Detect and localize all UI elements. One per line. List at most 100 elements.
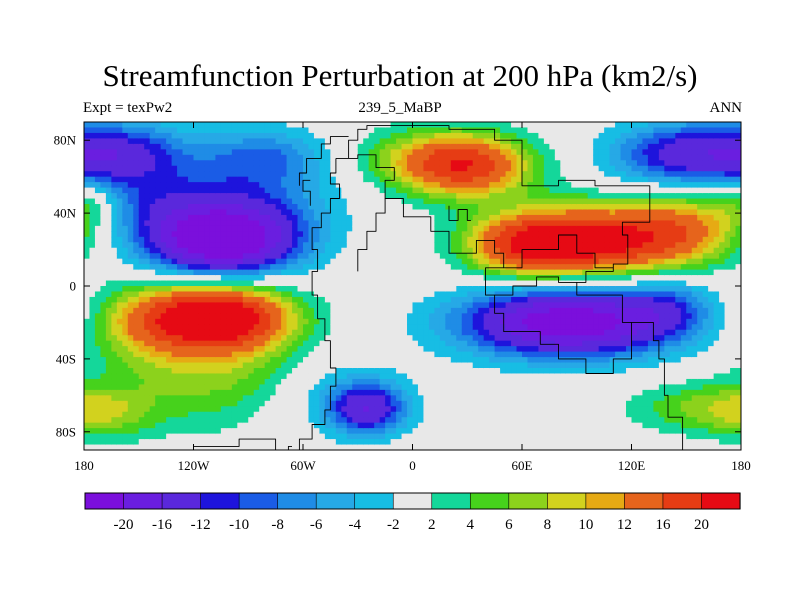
field-cell — [84, 209, 91, 216]
field-cell — [253, 264, 260, 271]
field-cell — [204, 247, 211, 254]
field-cell — [385, 335, 392, 342]
field-cell — [401, 253, 408, 260]
field-cell — [303, 209, 310, 216]
field-cell — [226, 291, 233, 298]
field-cell — [341, 395, 348, 402]
field-cell — [160, 406, 167, 413]
field-cell — [335, 439, 342, 446]
field-cell — [193, 242, 200, 249]
field-cell — [428, 127, 435, 134]
field-cell — [505, 406, 512, 413]
field-cell — [231, 253, 238, 260]
field-cell — [434, 122, 441, 129]
field-cell — [237, 236, 244, 243]
field-cell — [390, 439, 397, 446]
field-cell — [478, 176, 485, 183]
field-cell — [346, 286, 353, 293]
field-cell — [231, 313, 238, 320]
field-cell — [472, 231, 479, 238]
field-cell — [204, 406, 211, 413]
field-cell — [489, 253, 496, 260]
field-cell — [188, 368, 195, 375]
field-cell — [505, 384, 512, 391]
field-cell — [264, 132, 271, 139]
field-cell — [450, 307, 457, 314]
field-cell — [204, 340, 211, 347]
field-cell — [198, 422, 206, 429]
field-cell — [385, 428, 392, 435]
field-cell — [270, 422, 277, 429]
field-cell — [527, 307, 534, 314]
field-cell — [248, 340, 255, 347]
field-cell — [188, 122, 195, 129]
field-cell — [522, 198, 529, 205]
field-cell — [478, 329, 485, 336]
field-cell — [242, 165, 249, 172]
field-cell — [275, 286, 282, 293]
field-cell — [138, 187, 145, 194]
field-cell — [253, 204, 260, 211]
field-cell — [270, 220, 277, 227]
field-cell — [396, 307, 403, 314]
field-cell — [532, 209, 540, 216]
field-cell — [281, 318, 288, 325]
field-cell — [522, 395, 529, 402]
field-cell — [363, 198, 370, 205]
field-cell — [264, 171, 271, 178]
field-cell — [390, 351, 397, 358]
field-cell — [385, 400, 392, 407]
field-cell — [396, 400, 403, 407]
field-cell — [303, 182, 310, 189]
field-cell — [439, 351, 446, 358]
field-cell — [357, 428, 364, 435]
field-cell — [346, 132, 353, 139]
field-cell — [149, 193, 156, 200]
field-cell — [313, 340, 321, 347]
field-cell — [335, 127, 342, 134]
field-cell — [253, 406, 260, 413]
field-cell — [352, 362, 359, 369]
field-cell — [313, 149, 321, 156]
field-cell — [319, 422, 326, 429]
field-cell — [253, 291, 260, 298]
field-cell — [292, 340, 299, 347]
field-cell — [193, 351, 200, 358]
field-cell — [144, 187, 151, 194]
field-cell — [155, 384, 162, 391]
field-cell — [461, 242, 468, 249]
field-cell — [527, 417, 534, 424]
field-cell — [335, 400, 342, 407]
field-cell — [138, 198, 145, 205]
field-cell — [209, 236, 216, 243]
field-cell — [94, 378, 102, 385]
field-cell — [193, 395, 200, 402]
field-cell — [396, 329, 403, 336]
field-cell — [303, 346, 310, 353]
field-cell — [445, 127, 452, 134]
field-cell — [138, 269, 145, 276]
field-cell — [138, 417, 145, 424]
field-cell — [417, 378, 425, 385]
field-cell — [401, 417, 408, 424]
field-cell — [417, 417, 425, 424]
field-cell — [100, 193, 107, 200]
field-cell — [149, 154, 156, 161]
field-cell — [138, 193, 145, 200]
field-cell — [483, 193, 490, 200]
field-cell — [286, 198, 293, 205]
field-cell — [330, 362, 337, 369]
field-cell — [248, 324, 255, 331]
field-cell — [330, 329, 337, 336]
field-cell — [335, 411, 342, 418]
field-cell — [341, 132, 348, 139]
field-cell — [193, 198, 200, 205]
field-cell — [116, 132, 123, 139]
field-cell — [538, 160, 545, 167]
field-cell — [417, 389, 425, 396]
field-cell — [149, 291, 156, 298]
field-cell — [527, 286, 534, 293]
field-cell — [149, 439, 156, 446]
field-cell — [417, 154, 425, 161]
field-cell — [500, 280, 507, 287]
